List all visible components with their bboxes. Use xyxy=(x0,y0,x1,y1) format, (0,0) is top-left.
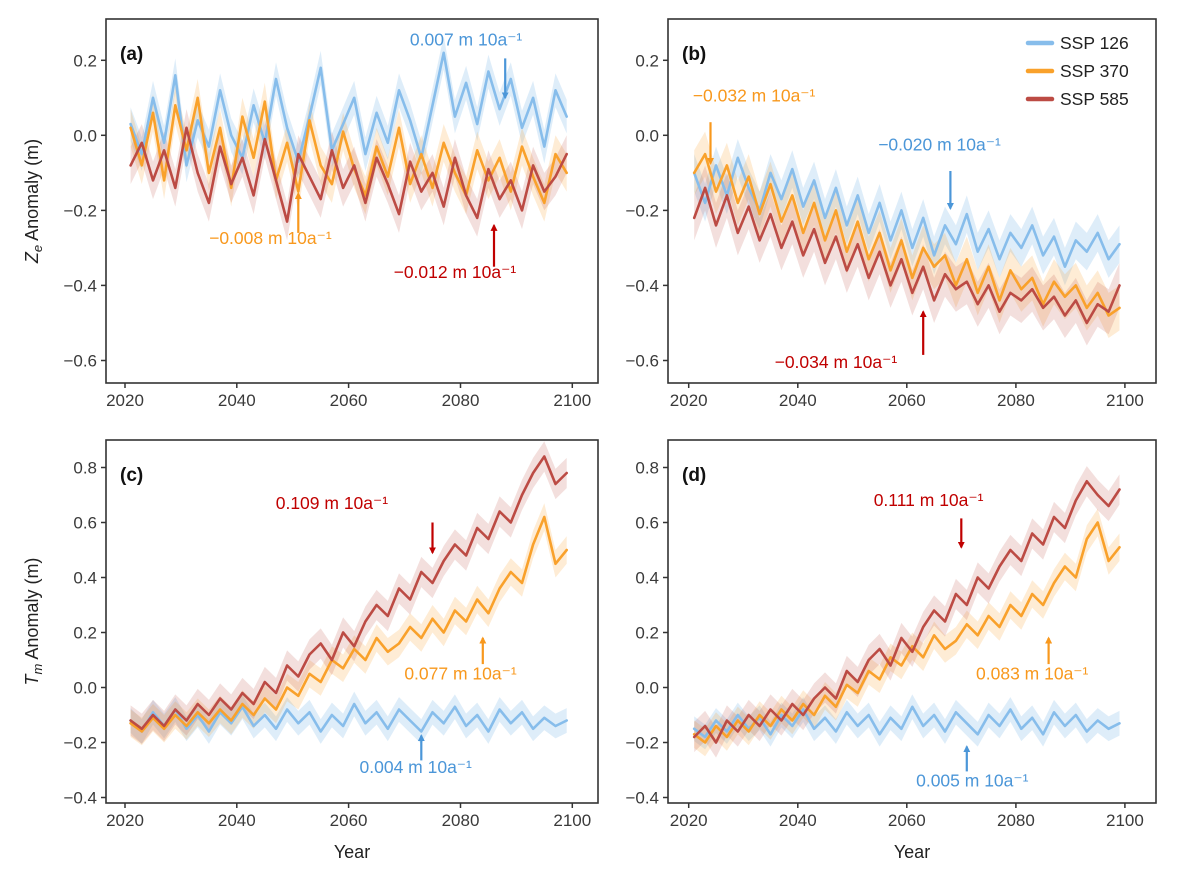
y-tick-label: −0.4 xyxy=(63,789,97,808)
y-tick-label: 0.4 xyxy=(635,569,659,588)
series-line-ssp126-c xyxy=(129,702,568,733)
y-tick-label: −0.4 xyxy=(63,276,97,295)
series-line-ssp370-a xyxy=(129,96,568,205)
y-tick-label: −0.4 xyxy=(625,276,659,295)
annotation-text-ssp126: 0.004 m 10a⁻¹ xyxy=(360,757,473,777)
series-line-ssp126-b xyxy=(692,156,1121,268)
axes-spines xyxy=(667,18,1157,384)
y-tick-label: 0.2 xyxy=(73,51,97,70)
y-tick-label: −0.2 xyxy=(63,201,97,220)
series-line-ssp370-c xyxy=(129,515,568,733)
band-ssp370-d xyxy=(694,508,1120,757)
series-line-ssp585-c xyxy=(129,455,568,731)
x-tick-label: 2040 xyxy=(218,391,256,410)
panel-a: 2020 2040 2060 2080 2100 0.2 0.0 −0.2 −0.4 −0.6 (a… xyxy=(22,18,599,410)
y-tick-label: 0.0 xyxy=(635,126,659,145)
y-tick-label: 0.0 xyxy=(73,126,97,145)
annotation-text-ssp126: 0.007 m 10a⁻¹ xyxy=(410,29,523,49)
annotation-text-ssp585: 0.109 m 10a⁻¹ xyxy=(276,493,389,513)
y-tick-label: 0.0 xyxy=(635,679,659,698)
x-tick-label: 2100 xyxy=(553,811,591,830)
axes-spines xyxy=(105,439,599,804)
annotation-text-ssp126: −0.020 m 10a⁻¹ xyxy=(878,134,1001,154)
legend: SSP 126 SSP 370 SSP 585 xyxy=(1025,33,1129,109)
x-tick-label: 2060 xyxy=(888,811,926,830)
panel-b: 2020 2040 2060 2080 2100 0.2 0.0 −0.2 −0.4 −0.6 (b… xyxy=(625,18,1157,410)
y-tick-label: 0.0 xyxy=(73,679,97,698)
x-tick-label: 2060 xyxy=(330,391,368,410)
annotation-text-ssp126: 0.005 m 10a⁻¹ xyxy=(916,771,1029,791)
series-line-ssp585-d xyxy=(692,480,1121,744)
legend-label-ssp585: SSP 585 xyxy=(1060,89,1129,109)
x-tick-label: 2080 xyxy=(442,391,480,410)
y-tick-label: −0.2 xyxy=(625,734,659,753)
y-tick-label: 0.6 xyxy=(635,514,659,533)
series-line-ssp370-d xyxy=(692,521,1121,744)
y-tick-label: 0.8 xyxy=(635,459,659,478)
legend-label-ssp370: SSP 370 xyxy=(1060,61,1129,81)
x-tick-label: 2020 xyxy=(106,811,144,830)
y-tick-label: −0.2 xyxy=(63,734,97,753)
y-tick-label: −0.4 xyxy=(625,789,659,808)
series-line-ssp126-d xyxy=(692,705,1121,739)
annotation-text-ssp585: −0.034 m 10a⁻¹ xyxy=(775,352,898,372)
y-tick-label: −0.2 xyxy=(625,201,659,220)
panel-c: 2020 2040 2060 2080 2100 0.8 0.6 0.4 0.2 0.0 −0.2 −… xyxy=(22,439,599,862)
y-tick-label: −0.6 xyxy=(63,352,97,371)
annotation-text-ssp585: 0.111 m 10a⁻¹ xyxy=(874,490,984,510)
panel-tag-d: (d) xyxy=(682,465,706,486)
x-tick-label: 2020 xyxy=(670,391,708,410)
x-tick-label: 2100 xyxy=(553,391,591,410)
panel-tag-c: (c) xyxy=(120,465,143,486)
annotation-text-ssp370: 0.077 m 10a⁻¹ xyxy=(404,663,517,683)
y-tick-label: 0.8 xyxy=(73,459,97,478)
x-tick-label: 2040 xyxy=(779,391,817,410)
x-axis-label-c: Year xyxy=(334,842,370,862)
y-tick-label: 0.2 xyxy=(635,51,659,70)
series-line-ssp585-b xyxy=(692,186,1121,325)
y-axis-label-a: Ze Anomaly (m) xyxy=(22,139,45,264)
annotation-text-ssp585: −0.012 m 10a⁻¹ xyxy=(394,262,517,282)
x-tick-label: 2100 xyxy=(1106,811,1144,830)
panel-tag-a: (a) xyxy=(120,44,143,65)
panel-d: 2020 2040 2060 2080 2100 0.8 0.6 0.4 0.2 0.0 −0.2 −… xyxy=(625,439,1157,862)
legend-label-ssp126: SSP 126 xyxy=(1060,33,1129,53)
x-tick-label: 2080 xyxy=(442,811,480,830)
panel-tag-b: (b) xyxy=(682,44,706,65)
annotation-text-ssp370: −0.008 m 10a⁻¹ xyxy=(209,228,332,248)
band-ssp126-b xyxy=(694,139,1120,286)
x-tick-label: 2020 xyxy=(670,811,708,830)
x-tick-label: 2020 xyxy=(106,391,144,410)
y-tick-label: 0.4 xyxy=(73,569,97,588)
series-line-ssp585-a xyxy=(129,126,568,223)
annotation-text-ssp370: 0.083 m 10a⁻¹ xyxy=(976,663,1089,683)
x-tick-label: 2060 xyxy=(330,811,368,830)
y-tick-label: −0.6 xyxy=(625,352,659,371)
y-tick-label: 0.6 xyxy=(73,514,97,533)
series-line-ssp370-b xyxy=(692,152,1121,317)
annotation-text-ssp370: −0.032 m 10a⁻¹ xyxy=(693,86,816,106)
band-ssp370-c xyxy=(130,503,567,746)
x-tick-label: 2060 xyxy=(888,391,926,410)
x-axis-label-d: Year xyxy=(894,842,930,862)
band-ssp585-c xyxy=(130,441,567,744)
y-tick-label: 0.2 xyxy=(73,624,97,643)
band-ssp370-b xyxy=(694,131,1120,338)
x-tick-label: 2100 xyxy=(1106,391,1144,410)
axes-spines xyxy=(667,439,1157,804)
x-tick-label: 2080 xyxy=(997,811,1035,830)
y-tick-label: 0.2 xyxy=(635,624,659,643)
x-tick-label: 2040 xyxy=(779,811,817,830)
x-tick-label: 2040 xyxy=(218,811,256,830)
x-tick-label: 2080 xyxy=(997,391,1035,410)
axes-spines xyxy=(105,18,599,384)
band-ssp585-d xyxy=(694,466,1120,758)
y-axis-label-c: Tm Anomaly (m) xyxy=(22,558,45,686)
